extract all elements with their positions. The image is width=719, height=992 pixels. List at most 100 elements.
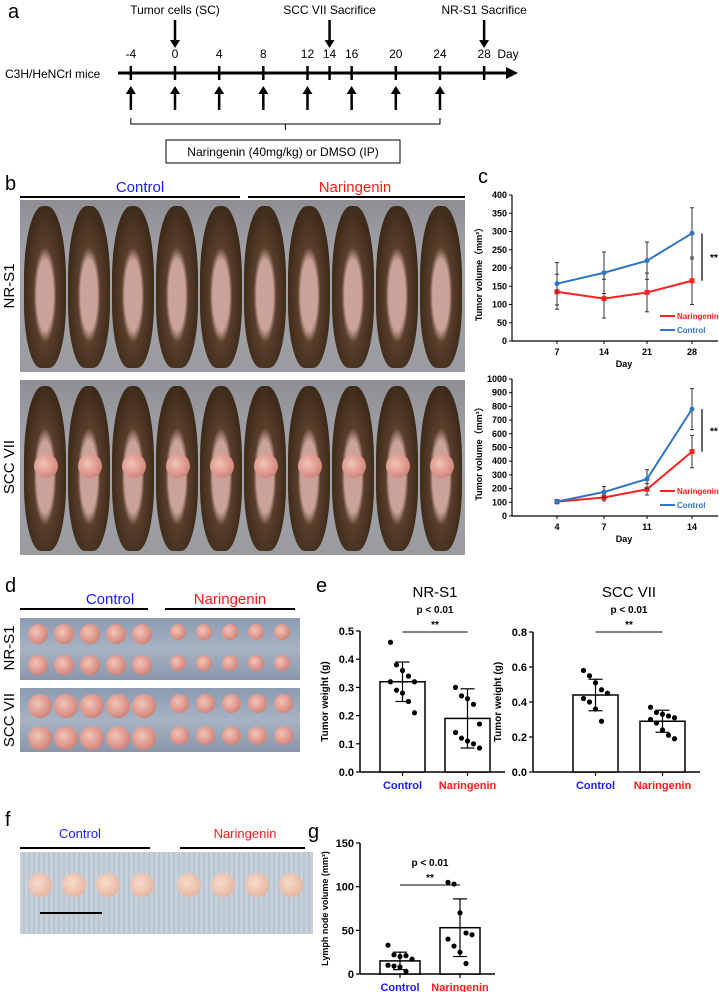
tumor bbox=[166, 453, 190, 478]
mouse bbox=[200, 206, 242, 368]
data-point bbox=[586, 699, 593, 705]
data-point bbox=[470, 701, 477, 707]
timeline-event-0: Tumor cells (SC) bbox=[130, 3, 220, 17]
row-label-sccvii: SCC VII bbox=[1, 693, 18, 747]
data-point bbox=[671, 736, 678, 742]
row-label-sccvii: SCC VII bbox=[1, 440, 18, 494]
timeline-axis-arrowhead bbox=[506, 67, 518, 79]
tumor bbox=[28, 655, 48, 675]
tumor bbox=[248, 726, 268, 746]
chart-title: SCC VII bbox=[602, 584, 656, 601]
up-arrow-icon-head bbox=[258, 86, 269, 94]
timeline-tick-label: 28 bbox=[477, 47, 491, 61]
y-tick-label: 0.2 bbox=[512, 732, 527, 744]
photo-nrs1-tumors bbox=[20, 618, 300, 680]
group-label-control: Control bbox=[59, 826, 101, 841]
tumor bbox=[80, 694, 104, 718]
data-point bbox=[463, 960, 469, 967]
x-tick-label: Naringenin bbox=[634, 780, 692, 792]
data-point bbox=[387, 639, 394, 645]
data-point bbox=[452, 684, 459, 691]
y-tick-label: 0.0 bbox=[512, 767, 527, 779]
data-point bbox=[387, 679, 394, 685]
data-point bbox=[405, 673, 412, 679]
data-point bbox=[452, 729, 459, 736]
tumor bbox=[122, 453, 146, 478]
tumor bbox=[54, 726, 78, 750]
panel-letter-d: d bbox=[5, 575, 16, 597]
mouse bbox=[156, 206, 198, 368]
y-tick-label: 0.2 bbox=[339, 711, 354, 723]
mouse bbox=[332, 206, 374, 368]
p-value-label: p < 0.01 bbox=[417, 605, 454, 616]
down-arrow-icon-head bbox=[324, 40, 335, 48]
tumor bbox=[132, 655, 152, 675]
lymph-node bbox=[210, 873, 235, 897]
lymph-node bbox=[278, 873, 303, 897]
data-point bbox=[391, 952, 397, 958]
x-tick-label: Control bbox=[576, 780, 615, 792]
up-arrow-icon-head bbox=[390, 86, 401, 94]
up-arrow-icon-head bbox=[346, 86, 357, 94]
data-point bbox=[659, 711, 666, 717]
data-point bbox=[671, 715, 678, 721]
y-tick-label: 100 bbox=[492, 497, 507, 507]
data-point bbox=[647, 704, 654, 710]
photo-sccvii-tumors bbox=[20, 688, 300, 752]
data-point bbox=[451, 943, 457, 949]
series-line-control bbox=[556, 232, 693, 285]
treatment-bracket bbox=[130, 118, 441, 130]
series-line-naringenin bbox=[556, 279, 693, 300]
y-tick-label: 100 bbox=[336, 882, 354, 894]
data-point bbox=[403, 953, 409, 959]
x-axis-title: Day bbox=[616, 359, 633, 369]
lymph-node bbox=[176, 873, 201, 897]
legend-label: Naringenin bbox=[677, 312, 719, 321]
y-tick-label: 0.3 bbox=[339, 682, 354, 694]
data-point bbox=[647, 716, 654, 723]
tumor bbox=[386, 453, 410, 478]
data-point bbox=[665, 713, 672, 719]
data-point bbox=[689, 449, 695, 455]
y-axis-title: Tumor weight (g) bbox=[320, 661, 331, 741]
y-tick-label: 300 bbox=[492, 227, 507, 237]
tumor bbox=[170, 624, 186, 640]
tumor bbox=[170, 694, 190, 714]
timeline-event-1: SCC VII Sacrifice bbox=[283, 3, 376, 17]
data-point bbox=[665, 732, 672, 738]
mouse bbox=[376, 206, 418, 368]
y-tick-label: 50 bbox=[497, 318, 507, 328]
tumor bbox=[196, 655, 212, 671]
y-tick-label: 150 bbox=[336, 838, 354, 850]
y-tick-label: 350 bbox=[492, 208, 507, 218]
tumor bbox=[254, 453, 278, 478]
data-point bbox=[689, 230, 695, 236]
tumor bbox=[28, 726, 52, 750]
tumor bbox=[28, 624, 48, 644]
tumor bbox=[274, 624, 290, 640]
data-point bbox=[592, 680, 599, 686]
data-point bbox=[457, 949, 463, 955]
x-tick-label: 28 bbox=[687, 347, 697, 357]
up-arrow-icon-head bbox=[170, 86, 180, 94]
data-point bbox=[463, 930, 469, 936]
tumor bbox=[274, 694, 294, 714]
panel-letter-e: e bbox=[316, 575, 327, 597]
panel-letter-g: g bbox=[308, 821, 319, 843]
mouse bbox=[24, 206, 66, 368]
data-point bbox=[580, 695, 587, 702]
data-point bbox=[604, 690, 611, 696]
y-tick-label: 0 bbox=[502, 336, 507, 346]
data-point bbox=[554, 499, 560, 505]
tumor bbox=[54, 694, 78, 718]
data-point bbox=[397, 953, 403, 960]
tumor bbox=[170, 655, 186, 671]
group-label-naringenin: Naringenin bbox=[194, 591, 267, 608]
data-point bbox=[601, 270, 607, 276]
x-tick-label: 7 bbox=[554, 347, 559, 357]
timeline-tick-label: 0 bbox=[172, 47, 179, 61]
treatment-box bbox=[165, 139, 401, 164]
p-value-label: p < 0.01 bbox=[611, 605, 648, 616]
